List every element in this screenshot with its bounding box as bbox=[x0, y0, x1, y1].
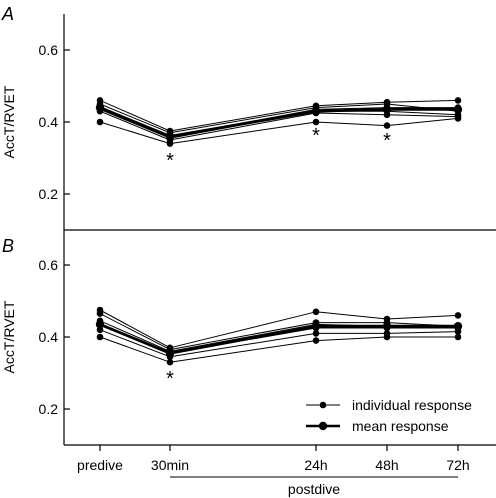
panel-a-label: A bbox=[1, 4, 14, 24]
panel-b-individual-6-point bbox=[96, 333, 104, 341]
x-tick-label: 72h bbox=[446, 457, 469, 473]
panel-a-y-tick-label: 0.6 bbox=[39, 42, 59, 58]
panel-b-mean-point bbox=[165, 349, 175, 358]
panel-b-mean-point bbox=[453, 322, 463, 331]
panel-a-individual-6-point bbox=[454, 115, 462, 122]
panel-b-ylabel: AccT/RVET bbox=[1, 300, 17, 373]
panel-b-individual-1-point bbox=[312, 308, 320, 316]
panel-b-y-tick-label: 0.2 bbox=[39, 401, 59, 417]
panel-a-individual-6-point bbox=[166, 140, 174, 147]
panel-a-mean-point bbox=[311, 107, 321, 116]
panel-a-significance-star: * bbox=[383, 130, 391, 152]
panel-a-mean-point bbox=[382, 105, 392, 114]
panel-b-individual-6-point bbox=[383, 333, 391, 341]
panel-a-y-tick-label: 0.4 bbox=[39, 114, 59, 130]
legend-individual-marker bbox=[319, 401, 327, 409]
panel-b-significance-star: * bbox=[166, 368, 174, 390]
panel-a-individual-6-point bbox=[383, 122, 391, 129]
panel-b-label: B bbox=[2, 236, 14, 256]
panel-a-mean-point bbox=[95, 103, 105, 112]
panel-a-series bbox=[95, 97, 463, 147]
panel-b-y-tick-label: 0.6 bbox=[39, 257, 59, 273]
legend-individual-label: individual response bbox=[352, 397, 472, 413]
x-tick-label: 48h bbox=[375, 457, 398, 473]
panel-b-y-ticks: 0.2 0.4 0.6 bbox=[39, 257, 70, 417]
postdive-label: postdive bbox=[288, 481, 340, 497]
panel-b-series bbox=[95, 306, 463, 366]
panel-a-significance-star: * bbox=[312, 125, 320, 147]
panel-b-y-tick-label: 0.4 bbox=[39, 329, 59, 345]
panel-b-individual-5-point bbox=[312, 330, 320, 337]
panel-b-significance: * bbox=[166, 368, 174, 390]
panel-a-ylabel: AccT/RVET bbox=[1, 85, 17, 158]
panel-a: A AccT/RVET 0.2 0.4 0.6 * * * bbox=[1, 4, 463, 230]
panel-b-mean-point bbox=[382, 322, 392, 331]
panel-b-individual-6-point bbox=[312, 337, 320, 344]
legend: individual response mean response bbox=[306, 397, 472, 434]
panel-a-individual-6-point bbox=[96, 118, 104, 126]
panel-a-y-tick-label: 0.2 bbox=[39, 186, 59, 202]
panel-a-y-ticks: 0.2 0.4 0.6 bbox=[39, 42, 70, 202]
legend-mean-label: mean response bbox=[352, 418, 449, 434]
x-tick-label: 30min bbox=[151, 457, 189, 473]
panel-b-individual-6-point bbox=[166, 358, 174, 366]
panel-a-mean-point bbox=[165, 132, 175, 141]
panel-b-individual-1-point bbox=[454, 312, 462, 319]
panel-a-mean-point bbox=[453, 105, 463, 114]
panel-b-mean-point bbox=[95, 320, 105, 329]
panel-a-significance: * * * bbox=[166, 125, 391, 172]
panel-b-mean-point bbox=[311, 322, 321, 331]
panel-a-individual-1-point bbox=[454, 97, 462, 104]
x-tick-labels: predive 30min 24h 48h 72h bbox=[77, 445, 470, 473]
legend-mean-marker bbox=[318, 421, 328, 431]
panel-b-individual-6-point bbox=[454, 333, 462, 341]
panel-a-significance-star: * bbox=[166, 150, 174, 172]
panel-b-individual-2-point bbox=[96, 310, 104, 317]
panel-b: B AccT/RVET 0.2 0.4 0.6 * bbox=[1, 230, 496, 446]
x-tick-label: predive bbox=[77, 457, 123, 473]
x-tick-label: 24h bbox=[304, 457, 327, 473]
panel-b-individual-1-line bbox=[99, 309, 459, 349]
panel-a-individual-6-point bbox=[312, 118, 320, 126]
